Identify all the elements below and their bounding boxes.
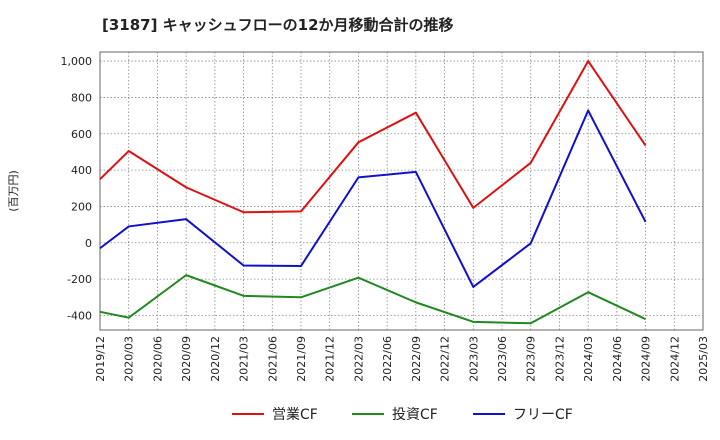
- x-tick-label: 2024/03: [582, 336, 595, 382]
- y-tick-label: 600: [71, 128, 92, 141]
- x-tick-label: 2021/06: [266, 336, 279, 382]
- x-tick-label: 2022/03: [352, 336, 365, 382]
- x-tick-label: 2020/03: [123, 336, 136, 382]
- x-tick-label: 2020/09: [180, 336, 193, 382]
- x-tick-label: 2025/03: [697, 336, 710, 382]
- x-tick-label: 2024/06: [611, 336, 624, 382]
- x-tick-label: 2022/09: [410, 336, 423, 382]
- y-tick-label: 0: [85, 237, 92, 250]
- y-axis-label: (百万円): [7, 170, 20, 212]
- legend-label-2: 投資CF: [392, 407, 438, 423]
- series-line-2: [99, 274, 646, 325]
- legend: 営業CF 投資CF フリーCF: [232, 407, 573, 423]
- grid-lines: [99, 52, 704, 330]
- y-tick-label: 1,000: [61, 55, 93, 68]
- y-tick-label: 800: [71, 91, 92, 104]
- x-tick-label: 2024/09: [640, 336, 653, 382]
- y-tick-label: -200: [67, 273, 92, 286]
- x-tick-label: 2021/12: [324, 336, 337, 382]
- y-tick-label: 400: [71, 164, 92, 177]
- x-tick-label: 2022/12: [439, 336, 452, 382]
- chart-title: [3187] キャッシュフローの12か月移動合計の推移: [102, 16, 454, 34]
- x-tick-label: 2023/12: [553, 336, 566, 382]
- x-tick-label: 2022/06: [381, 336, 394, 382]
- x-tick-label: 2023/06: [496, 336, 509, 382]
- y-tick-label: -400: [67, 309, 92, 322]
- x-tick-label: 2024/12: [668, 336, 681, 382]
- x-tick-label: 2023/09: [525, 336, 538, 382]
- series-line-3: [99, 109, 647, 288]
- plot-frame: [99, 51, 704, 331]
- series-lines: [99, 60, 647, 325]
- legend-label-1: 営業CF: [272, 407, 318, 423]
- y-tick-label: 200: [71, 200, 92, 213]
- series-line-1: [99, 60, 647, 214]
- legend-label-3: フリーCF: [513, 407, 573, 423]
- x-tick-label: 2023/03: [467, 336, 480, 382]
- y-axis-ticks: -400 -200 0 200 400 600 800 1,000: [61, 55, 93, 322]
- x-tick-label: 2019/12: [94, 336, 107, 382]
- x-tick-label: 2020/12: [209, 336, 222, 382]
- x-tick-label: 2021/03: [238, 336, 251, 382]
- x-tick-label: 2021/09: [295, 336, 308, 382]
- x-tick-label: 2020/06: [151, 336, 164, 382]
- x-axis-ticks: 2019/12 2020/03 2020/06 2020/09 2020/12 2021/…: [94, 336, 710, 382]
